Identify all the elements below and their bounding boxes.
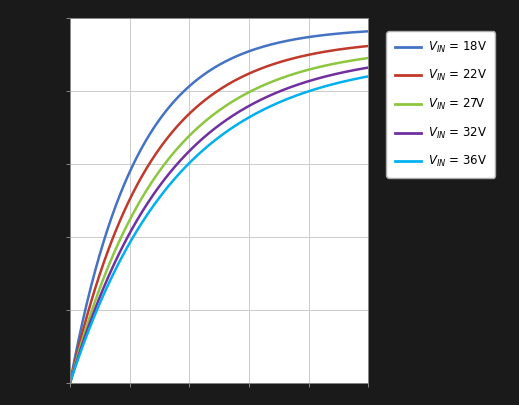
Legend: $V_{IN}$ = 18V, $V_{IN}$ = 22V, $V_{IN}$ = 27V, $V_{IN}$ = 32V, $V_{IN}$ = 36V: $V_{IN}$ = 18V, $V_{IN}$ = 22V, $V_{IN}$… (386, 32, 495, 178)
